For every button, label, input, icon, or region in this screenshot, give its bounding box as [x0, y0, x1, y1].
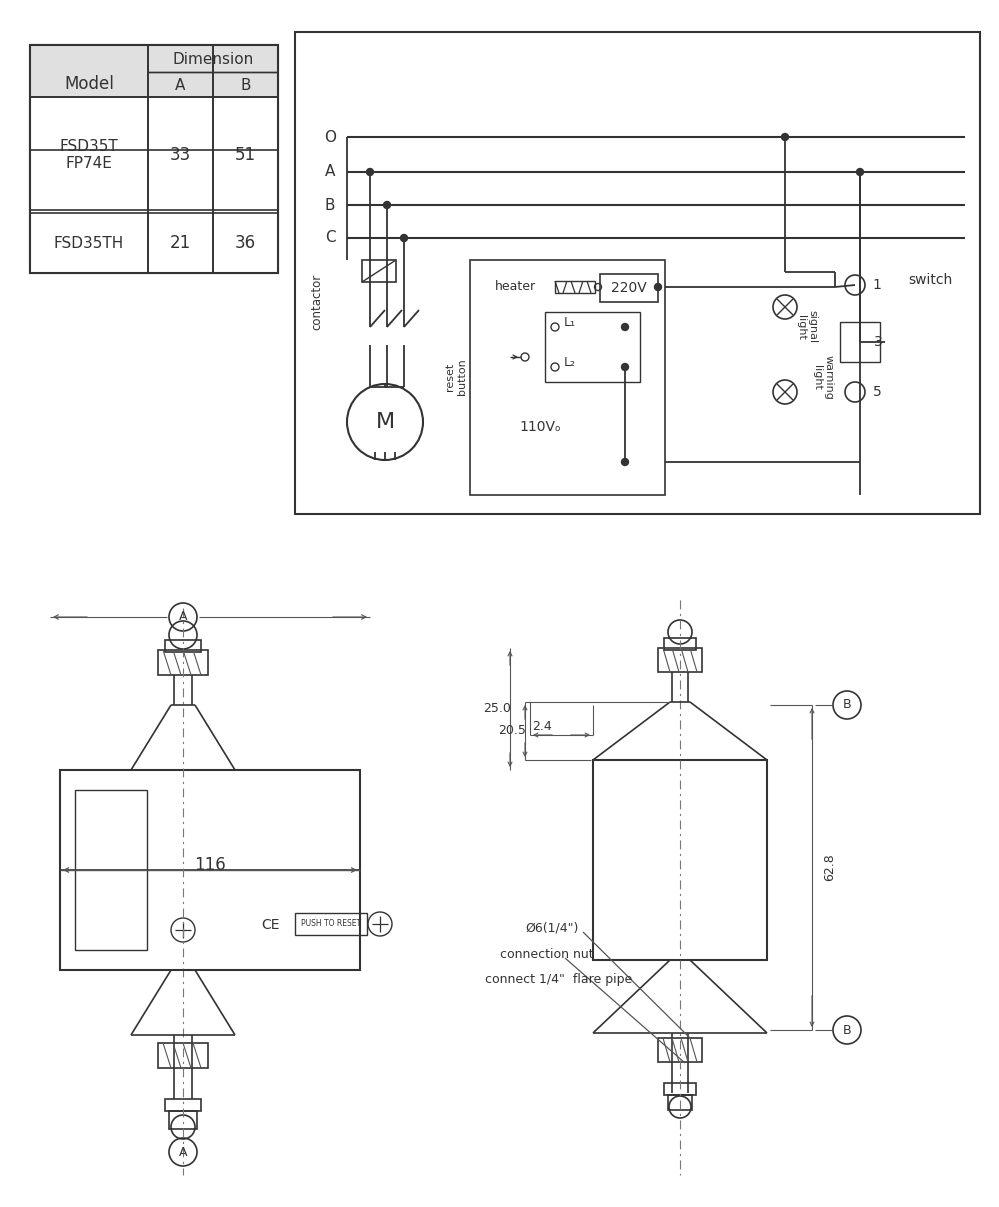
Text: switch: switch — [908, 273, 952, 287]
Text: B: B — [325, 198, 336, 212]
Text: CE: CE — [261, 919, 280, 932]
Bar — [545, 311, 640, 381]
Bar — [664, 639, 696, 651]
Bar — [840, 322, 880, 362]
Bar — [658, 648, 702, 672]
Bar — [169, 1110, 197, 1129]
Text: 1: 1 — [872, 278, 881, 292]
Bar — [30, 45, 278, 150]
Text: FSD35T
FP74E: FSD35T FP74E — [60, 139, 118, 171]
Bar — [593, 760, 767, 960]
Text: L₁: L₁ — [564, 315, 576, 328]
Circle shape — [384, 202, 391, 209]
Bar — [158, 1043, 208, 1068]
Circle shape — [654, 284, 661, 291]
Text: 36: 36 — [235, 234, 256, 252]
Text: connection nut: connection nut — [500, 949, 593, 962]
Text: A: A — [179, 1145, 187, 1159]
Text: 33: 33 — [170, 146, 191, 164]
Circle shape — [621, 323, 628, 331]
Circle shape — [781, 134, 788, 140]
Text: contactor: contactor — [311, 274, 324, 331]
Text: C: C — [325, 231, 336, 245]
Text: M: M — [376, 412, 395, 432]
Bar — [165, 1100, 201, 1110]
Circle shape — [367, 169, 374, 175]
Text: 110Vₒ: 110Vₒ — [519, 420, 560, 435]
Circle shape — [621, 459, 628, 466]
Text: 62.8: 62.8 — [823, 853, 836, 881]
Text: Ø6(1/4"): Ø6(1/4") — [525, 921, 578, 934]
Bar — [295, 912, 367, 935]
Circle shape — [621, 363, 628, 371]
Text: Dimension: Dimension — [173, 52, 254, 66]
Text: A: A — [179, 611, 187, 624]
Bar — [600, 274, 658, 302]
Bar — [658, 1038, 702, 1062]
Text: 3: 3 — [873, 336, 882, 349]
Bar — [668, 1095, 692, 1110]
Text: B: B — [240, 77, 251, 93]
Text: 220V: 220V — [611, 281, 647, 295]
Bar — [30, 45, 278, 273]
Circle shape — [856, 169, 863, 175]
Text: B: B — [843, 699, 851, 711]
Text: A: A — [175, 77, 186, 93]
Text: 5: 5 — [872, 385, 881, 400]
Text: signal
light: signal light — [796, 310, 818, 344]
Text: heater: heater — [495, 280, 535, 293]
Bar — [158, 651, 208, 675]
Bar — [60, 770, 360, 970]
Bar — [75, 791, 147, 950]
Bar — [165, 640, 201, 652]
Bar — [30, 45, 278, 97]
Text: 116: 116 — [194, 856, 226, 874]
Text: 2.4: 2.4 — [532, 721, 551, 734]
Bar — [664, 1083, 696, 1095]
Text: 25.0: 25.0 — [484, 702, 510, 716]
Text: O: O — [324, 129, 336, 145]
Text: FSD35TH: FSD35TH — [54, 235, 124, 251]
Text: reset
button: reset button — [446, 358, 467, 396]
Text: connect 1/4"  flare pipe: connect 1/4" flare pipe — [485, 974, 632, 986]
Bar — [555, 281, 595, 293]
Text: L₂: L₂ — [564, 356, 576, 368]
Text: 21: 21 — [170, 234, 191, 252]
Bar — [30, 45, 278, 273]
Text: B: B — [843, 1024, 851, 1037]
Circle shape — [401, 234, 408, 241]
Text: A: A — [325, 164, 336, 180]
Text: 20.5: 20.5 — [499, 724, 525, 737]
Text: Model: Model — [64, 75, 114, 93]
Bar — [295, 33, 980, 514]
Text: 51: 51 — [235, 146, 256, 164]
Bar — [362, 260, 396, 282]
Bar — [470, 260, 665, 495]
Bar — [30, 45, 148, 97]
Text: warning
light: warning light — [812, 355, 834, 400]
Text: PUSH TO RESET: PUSH TO RESET — [301, 920, 361, 928]
Bar — [30, 45, 278, 273]
Bar — [30, 150, 148, 273]
